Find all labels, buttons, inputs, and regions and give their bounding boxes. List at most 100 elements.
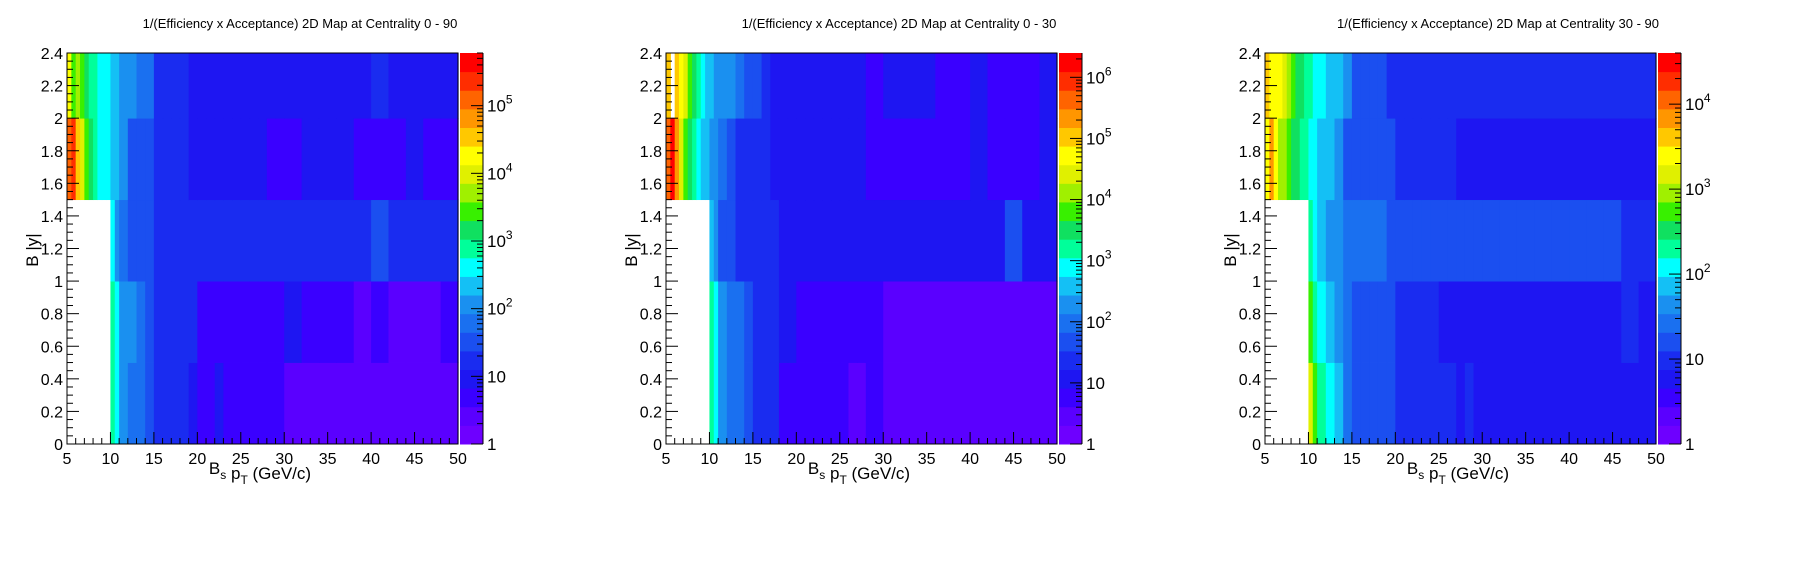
heatmap-cell	[813, 362, 823, 445]
heatmap-cell	[796, 53, 806, 119]
x-tick-label: 45	[1604, 451, 1622, 468]
heatmap-cell	[223, 362, 233, 445]
heatmap-cell	[1447, 53, 1457, 119]
y-tick-label: 0.6	[41, 339, 63, 356]
color-bar-segment	[460, 239, 483, 259]
heatmap-cell	[744, 118, 754, 201]
heatmap-cell	[718, 118, 728, 201]
heatmap-cell	[106, 53, 112, 119]
heatmap-cell	[110, 118, 116, 201]
heatmap-cell	[1430, 118, 1440, 201]
heatmap-cell	[171, 362, 181, 445]
heatmap-cell	[787, 199, 797, 282]
heatmap-cell	[440, 53, 459, 119]
heatmap-cell	[1438, 118, 1449, 201]
heatmap-cell	[1325, 118, 1336, 201]
heatmap-cell	[1603, 362, 1622, 445]
heatmap-cell	[1351, 281, 1362, 363]
color-bar-tick-label: 105	[487, 93, 513, 116]
heatmap-cell	[987, 53, 1006, 119]
heatmap-cell	[1269, 118, 1275, 201]
heatmap-cell	[1430, 53, 1440, 119]
heatmap-cell	[1369, 118, 1379, 201]
color-bar-segment	[460, 388, 483, 408]
heatmap-cell	[874, 118, 884, 201]
color-bar-segment	[1059, 146, 1082, 166]
heatmap-cell	[1295, 118, 1301, 201]
color-bar-segment	[460, 369, 483, 389]
heatmap-cell	[1334, 281, 1344, 363]
color-bar-segment	[1059, 332, 1082, 352]
color-bar-segment	[1059, 164, 1082, 184]
heatmap-cell	[405, 53, 424, 119]
color-bar-segment	[460, 90, 483, 110]
heatmap-cell	[692, 118, 698, 201]
heatmap-cell	[119, 199, 129, 282]
heatmap-cell	[249, 362, 259, 445]
heatmap-cell	[1499, 53, 1518, 119]
color-bar-segment	[460, 108, 483, 128]
y-tick-label: 2.2	[41, 79, 63, 96]
color-bar-segment	[1059, 350, 1082, 371]
heatmap-cell	[831, 362, 841, 445]
heatmap-cell	[188, 362, 198, 445]
heatmap-cell	[188, 53, 198, 119]
heatmap-cell	[1482, 362, 1501, 445]
color-bar-segment	[1658, 350, 1681, 371]
heatmap-cell	[1404, 199, 1414, 282]
color-bar-tick-label: 1	[1086, 435, 1095, 454]
heatmap-cell	[917, 199, 936, 282]
y-tick-label: 1.8	[41, 144, 63, 161]
heatmap-cell	[917, 53, 936, 119]
heatmap-cell	[787, 53, 797, 119]
heatmap-cell	[1569, 281, 1588, 363]
heatmap-cell	[97, 118, 103, 201]
heatmap-cell	[1308, 118, 1314, 201]
color-bar-tick-label: 104	[1685, 91, 1711, 114]
y-tick-label: 2.4	[640, 46, 662, 63]
heatmap-plot-0: 1/(Efficiency x Acceptance) 2D Map at Ce…	[23, 16, 513, 487]
x-tick-label: 15	[1343, 451, 1361, 468]
chart-title: 1/(Efficiency x Acceptance) 2D Map at Ce…	[1337, 16, 1659, 31]
y-tick-label: 2	[653, 111, 662, 128]
heatmap-cell	[101, 118, 107, 201]
color-bar-tick-label: 1	[487, 435, 496, 454]
heatmap-cell	[1377, 362, 1388, 445]
heatmap-cell	[822, 199, 832, 282]
heatmap-cell	[713, 199, 719, 282]
heatmap-cell	[1473, 362, 1483, 445]
color-bar-segment	[460, 164, 483, 184]
y-tick-label: 2.4	[41, 46, 63, 63]
x-tick-label: 30	[874, 451, 892, 468]
heatmap-panel-centrality-0-90: 1/(Efficiency x Acceptance) 2D Map at Ce…	[0, 0, 598, 572]
y-tick-label: 1.8	[640, 144, 662, 161]
x-tick-label: 5	[63, 451, 72, 468]
y-axis-label: B |y|	[622, 233, 641, 266]
heatmap-cell	[258, 281, 268, 363]
heatmap-cell	[752, 53, 763, 119]
heatmap-cell	[813, 118, 823, 201]
heatmap-cell	[1317, 199, 1327, 282]
y-axis: 0 0.2 0.4 0.6 0.8 1 1.2 1.4 1.6 1.8 2 2.2 2.4	[41, 46, 79, 454]
heatmap-cell	[1482, 199, 1501, 282]
heatmap-cell	[1308, 53, 1314, 119]
x-tick-label: 5	[662, 451, 671, 468]
heatmap-cell	[249, 281, 259, 363]
heatmap-cell	[787, 281, 797, 363]
heatmap-cell	[1377, 53, 1388, 119]
heatmap-cell	[883, 362, 902, 445]
heatmap-cell	[179, 281, 190, 363]
heatmap-cell	[1282, 53, 1288, 119]
x-tick-label: 10	[701, 451, 719, 468]
heatmap-cell	[440, 118, 459, 201]
x-tick-label: 30	[1473, 451, 1491, 468]
heatmap-cell	[114, 53, 120, 119]
heatmap-cell	[179, 199, 190, 282]
color-bar-segment	[1658, 276, 1681, 296]
heatmap-cell	[1404, 281, 1414, 363]
heatmap-cell	[214, 199, 224, 282]
heatmap-cell	[744, 53, 754, 119]
heatmap-cell	[761, 281, 771, 363]
heatmap-cell	[197, 118, 207, 201]
heatmap-cell	[713, 281, 719, 363]
